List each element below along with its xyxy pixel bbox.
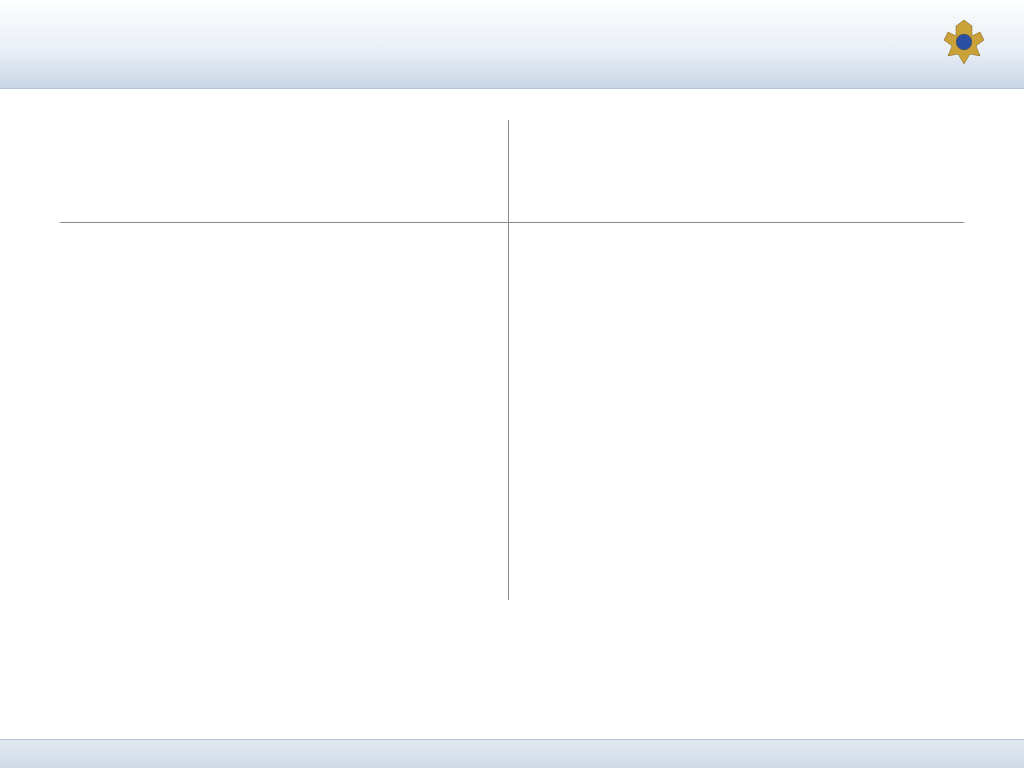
page-header (0, 0, 1024, 89)
left-column (40, 119, 488, 549)
page-footer (0, 739, 1024, 768)
left-pie-chart (40, 239, 480, 539)
right-column (532, 119, 980, 539)
content-area (0, 89, 1024, 559)
right-pie-chart (532, 239, 972, 539)
emblem-icon (934, 12, 994, 72)
right-chart-title (532, 119, 980, 199)
flag-red (0, 59, 120, 88)
flag-blue (0, 29, 120, 58)
left-chart-title (40, 119, 488, 199)
flag-white (0, 0, 120, 29)
flag-stripe (0, 0, 120, 88)
